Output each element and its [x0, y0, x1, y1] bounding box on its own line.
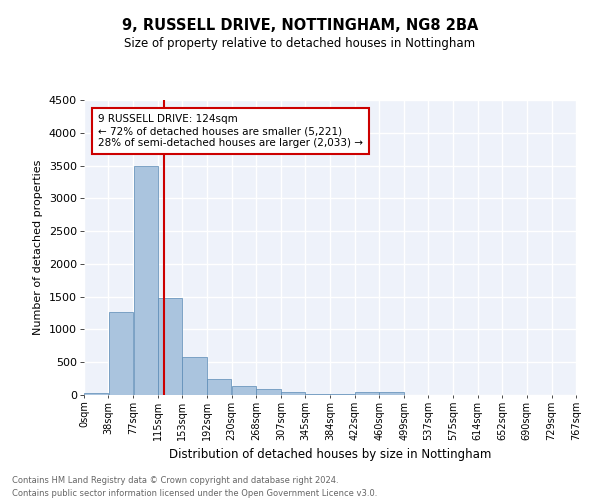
Bar [109, 312, 133, 395]
Bar [379, 392, 404, 395]
Bar [281, 392, 305, 395]
Bar [84, 393, 108, 395]
Bar [305, 394, 330, 395]
Bar [158, 298, 182, 395]
Bar [182, 357, 207, 395]
Bar [256, 390, 281, 395]
Text: 9 RUSSELL DRIVE: 124sqm
← 72% of detached houses are smaller (5,221)
28% of semi: 9 RUSSELL DRIVE: 124sqm ← 72% of detache… [98, 114, 363, 148]
Y-axis label: Number of detached properties: Number of detached properties [34, 160, 43, 335]
Text: 9, RUSSELL DRIVE, NOTTINGHAM, NG8 2BA: 9, RUSSELL DRIVE, NOTTINGHAM, NG8 2BA [122, 18, 478, 32]
Text: Size of property relative to detached houses in Nottingham: Size of property relative to detached ho… [124, 38, 476, 51]
Bar [208, 379, 232, 395]
Text: Contains HM Land Registry data © Crown copyright and database right 2024.
Contai: Contains HM Land Registry data © Crown c… [12, 476, 377, 498]
Bar [331, 394, 355, 395]
X-axis label: Distribution of detached houses by size in Nottingham: Distribution of detached houses by size … [169, 448, 491, 462]
Bar [134, 166, 158, 395]
Bar [355, 392, 379, 395]
Bar [232, 386, 256, 395]
